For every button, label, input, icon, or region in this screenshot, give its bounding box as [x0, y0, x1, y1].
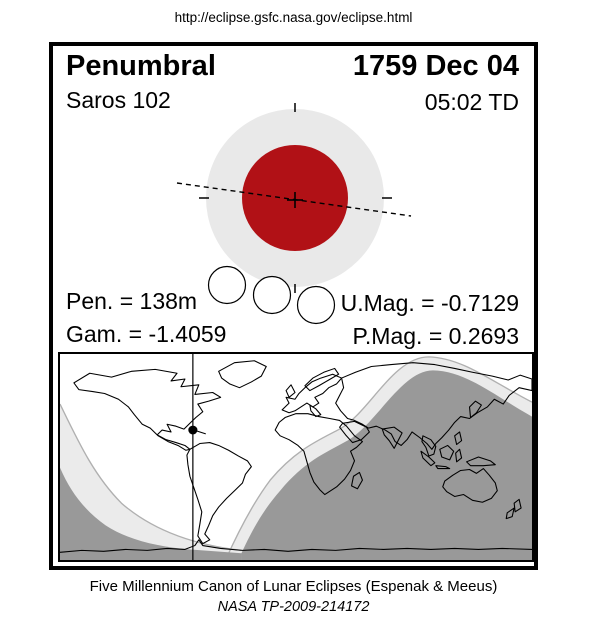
sublunar-point-dot [188, 425, 198, 435]
main-box: Penumbral Saros 102 1759 Dec 04 05:02 TD… [49, 42, 538, 570]
contact-moon-circle [207, 265, 247, 305]
visibility-map [58, 352, 534, 562]
saros-label: Saros 102 [66, 87, 171, 113]
time-label: 05:02 TD [424, 89, 519, 115]
stat-umbral-magnitude: U.Mag. = -0.7129 [340, 290, 519, 316]
map-coastlines [60, 360, 532, 553]
source-url-text: http://eclipse.gsfc.nasa.gov/eclipse.htm… [174, 10, 413, 25]
contact-moon-circle [252, 275, 292, 315]
eclipse-diagram [176, 103, 412, 325]
stat-gamma: Gam. = -1.4059 [66, 321, 227, 347]
stat-penumbral-duration: Pen. = 138m [66, 288, 198, 314]
stat-penumbral-magnitude: P.Mag. = 0.2693 [352, 323, 519, 349]
center-cross [287, 192, 303, 208]
footer-canon-label: Five Millennium Canon of Lunar Eclipses … [89, 578, 498, 595]
eclipse-type-label: Penumbral [66, 50, 216, 82]
footer-report-label: NASA TP-2009-214172 [217, 599, 370, 615]
contact-moon-circle [296, 285, 336, 325]
map-limit-curves [60, 356, 532, 560]
axis-ticks [199, 103, 392, 293]
antarctica-coastline [60, 539, 532, 553]
date-label: 1759 Dec 04 [352, 50, 519, 82]
contact-moon-circles [207, 265, 336, 325]
